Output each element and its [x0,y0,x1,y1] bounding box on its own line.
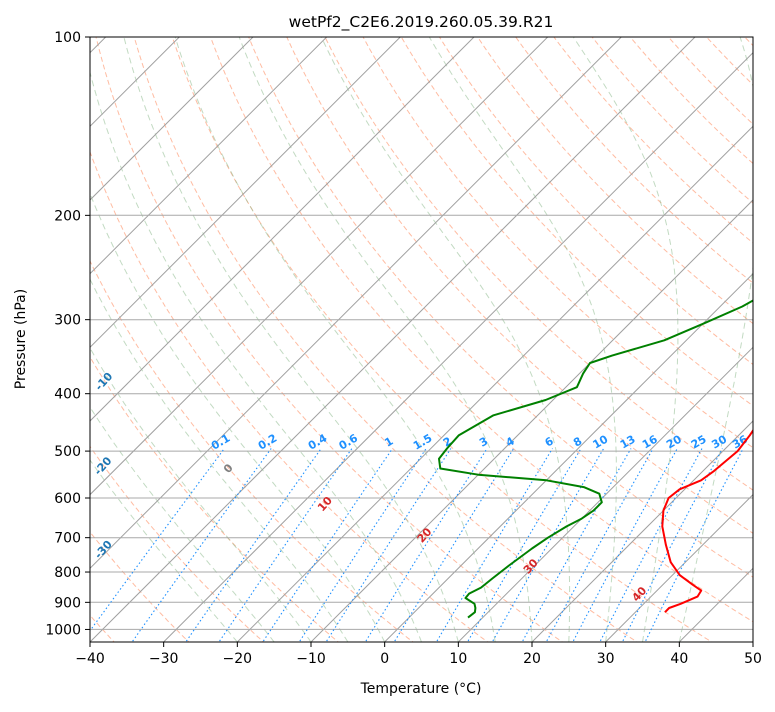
isotherm [90,37,402,349]
dry-adiabat [90,150,489,642]
y-tick-label: 800 [54,565,81,581]
x-tick-label: −30 [149,651,179,667]
y-tick-label: 300 [54,313,81,329]
plot-frame [89,36,754,643]
mixing-ratio-line [545,448,654,642]
x-tick-label: 10 [449,651,467,667]
dry-adiabat [362,37,753,449]
isotherm [531,420,753,642]
x-tick-label: 30 [597,651,615,667]
moist-adiabat [90,278,349,642]
isotherm [310,199,753,642]
isotherm [162,51,753,642]
mixing-ratio-line [521,448,632,642]
dewpoint-line [438,299,753,619]
moist-adiabat [572,37,679,642]
dry-adiabat [770,24,775,645]
x-tick-label: −10 [296,651,326,667]
moist-adiabat [174,37,496,642]
line-labels: 0.1 0.2 0.4 0.6 1 1.5 2 3 4 6 8 10 13 16 20 25 30 36-30-2… [92,370,751,605]
mixing-ratio-line [262,448,393,642]
x-tick-label: 0 [380,651,389,667]
mixing-ratio-line [131,448,272,642]
y-tick-label: 600 [54,491,81,507]
dry-adiabat [248,37,753,578]
y-axis-label: Pressure (hPa) [13,289,29,389]
background-lines [90,24,775,645]
moist-adiabat [428,37,617,642]
moist-adiabat [90,459,238,642]
isotherm [90,37,623,570]
isotherm [236,125,753,642]
profile-lines [438,299,753,619]
mixing-ratio-line [393,448,515,642]
isotherm [383,272,753,642]
isotherm [752,641,753,642]
isotherm [457,346,753,642]
y-tick-label: 400 [54,387,81,403]
dry-adiabat [171,37,713,642]
plot-area [90,37,753,642]
y-tick-label: 500 [54,444,81,460]
isotherm [90,37,475,422]
isotherm [90,37,549,496]
temperature-line [661,428,753,613]
x-tick-label: 50 [744,651,762,667]
x-tick-label: 20 [523,651,541,667]
y-tick-label: 700 [54,531,81,547]
moist-adiabat [90,192,386,642]
mixing-ratio-line [325,448,452,642]
y-tick-label: 900 [54,595,81,611]
y-tick-label: 200 [54,208,81,224]
mixing-ratio-line [298,448,427,642]
isotherm [90,37,328,275]
mixing-ratio-line [435,448,553,642]
mixing-ratio-line [644,448,744,642]
mixing-ratio-line [185,448,322,642]
chart-title: wetPf2_C2E6.2019.260.05.39.R21 [289,13,554,32]
moist-adiabat [238,37,533,642]
mixing-ratio-line [466,448,582,642]
moist-adiabat [90,70,422,642]
dry-adiabat [438,37,753,366]
axes: −40 −30 −20 −10 0 10 20 30 40 50 100 200 300 400 500 60… [45,30,762,667]
isotherm [90,37,696,642]
dry-adiabat [286,37,753,534]
mixing-ratio-line [218,448,353,642]
isotherm [90,37,254,201]
moist-adiabat [320,37,571,642]
mixing-ratio-line [621,448,723,642]
mixing-ratio-line [364,448,488,642]
dry-adiabat [324,37,753,491]
x-tick-label: 40 [670,651,688,667]
x-tick-label: −40 [75,651,105,667]
x-axis-label: Temperature (°C) [360,681,482,697]
x-tick-label: −20 [223,651,253,667]
moist-adiabat [123,37,459,642]
y-tick-label: 100 [54,30,81,46]
isotherm [604,493,753,642]
y-tick-label: 1000 [45,622,81,638]
